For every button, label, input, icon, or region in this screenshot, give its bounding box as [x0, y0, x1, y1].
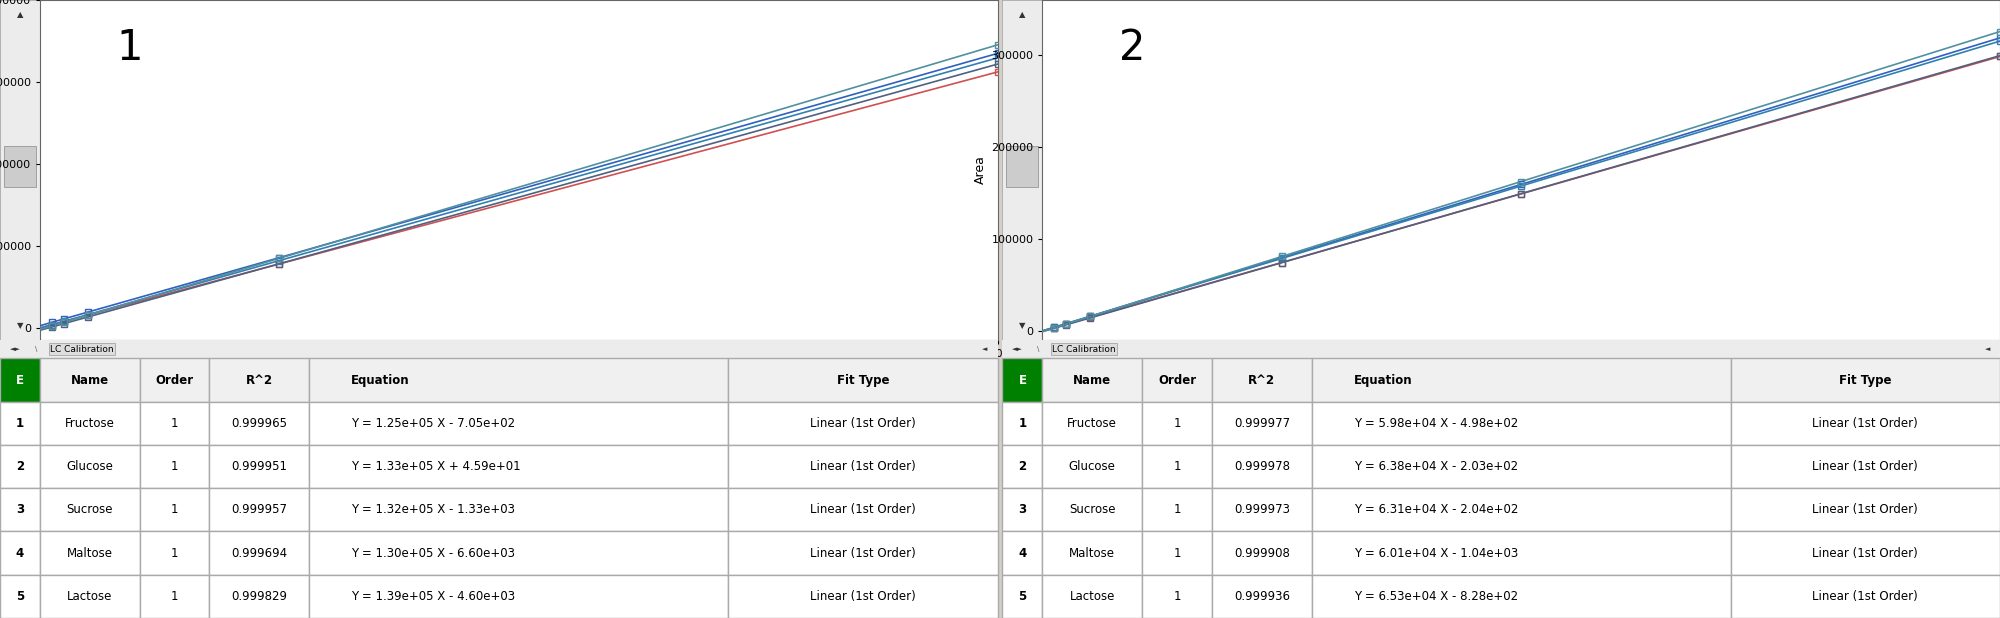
- Text: LC Calibration: LC Calibration: [1052, 345, 1116, 353]
- Bar: [4, 146, 36, 187]
- X-axis label: Amount: Amount: [494, 362, 544, 375]
- Bar: [1006, 146, 1038, 187]
- Text: ◄►: ◄►: [1012, 346, 1024, 352]
- Text: \: \: [34, 346, 38, 352]
- Text: ▼: ▼: [16, 321, 24, 330]
- Text: LC Calibration: LC Calibration: [50, 345, 114, 353]
- Text: \: \: [1038, 346, 1040, 352]
- Text: 1: 1: [116, 27, 144, 69]
- Text: ▲: ▲: [1020, 10, 1026, 19]
- Text: 2: 2: [1120, 27, 1146, 69]
- Text: ◄: ◄: [982, 346, 988, 352]
- Y-axis label: Area: Area: [974, 156, 988, 184]
- Text: ▲: ▲: [16, 10, 24, 19]
- Text: ▼: ▼: [1020, 321, 1026, 330]
- X-axis label: Amount: Amount: [1496, 362, 1546, 375]
- Text: ◄►: ◄►: [10, 346, 20, 352]
- Text: ◄: ◄: [1984, 346, 1990, 352]
